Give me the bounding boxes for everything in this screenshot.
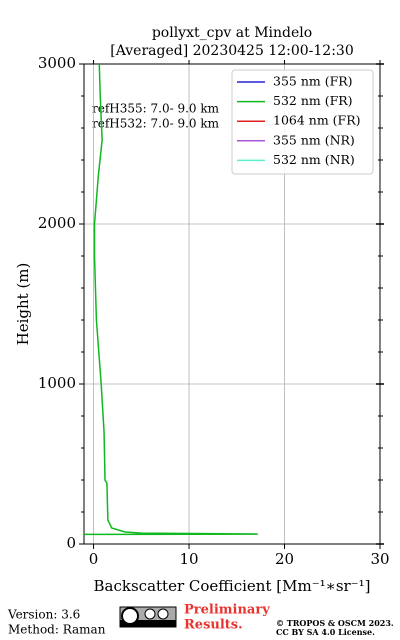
x-tick-label: 20 xyxy=(275,550,294,568)
legend-box xyxy=(231,69,374,175)
y-tick-label: 0 xyxy=(66,534,76,552)
legend-label: 532 nm (FR) xyxy=(273,93,353,108)
x-tick-label: 10 xyxy=(179,550,198,568)
chart-title: pollyxt_cpv at Mindelo xyxy=(152,25,312,41)
legend-label: 1064 nm (FR) xyxy=(273,113,361,128)
method: Method: Raman xyxy=(8,623,106,637)
annotation: refH532: 7.0- 9.0 km xyxy=(92,117,220,131)
y-tick-label: 1000 xyxy=(38,374,76,392)
y-tick-label: 3000 xyxy=(38,54,76,72)
cc-logo xyxy=(119,606,177,628)
chart-title: [Averaged] 20230425 12:00-12:30 xyxy=(110,43,354,59)
legend-label: 355 nm (NR) xyxy=(273,132,355,147)
legend-label: 355 nm (FR) xyxy=(273,74,353,89)
status: Preliminary xyxy=(184,603,270,618)
plot-frame xyxy=(83,63,381,545)
annotation: refH355: 7.0- 9.0 km xyxy=(92,102,220,116)
license: © TROPOS & OSCM 2023. xyxy=(276,618,394,628)
version: Version: 3.6 xyxy=(7,608,80,622)
y-tick-label: 2000 xyxy=(38,214,76,232)
y-axis-label: Height (m) xyxy=(14,263,32,346)
x-tick-label: 30 xyxy=(370,550,389,568)
legend-label: 532 nm (NR) xyxy=(273,152,355,167)
status: Results. xyxy=(184,618,243,633)
x-tick-label: 0 xyxy=(89,550,99,568)
profile-line xyxy=(83,63,258,536)
x-axis-label: Backscatter Coefficient [Mm⁻¹∗sr⁻¹] xyxy=(94,577,371,595)
license: CC BY SA 4.0 License. xyxy=(276,627,375,637)
